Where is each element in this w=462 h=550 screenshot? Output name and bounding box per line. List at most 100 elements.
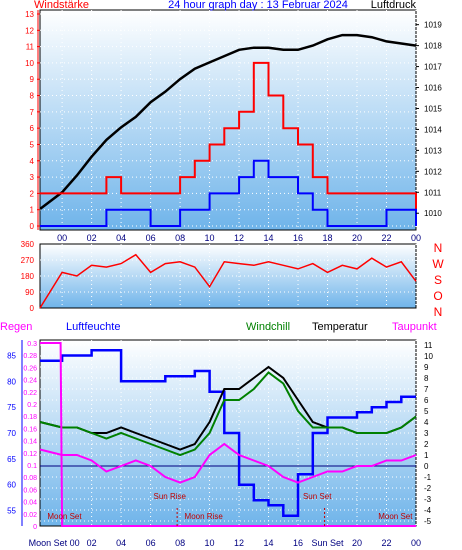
event-annotation-0: Moon Set <box>47 512 82 521</box>
temp-tick-3: -2 <box>424 484 432 493</box>
direction-series-0 <box>39 253 417 309</box>
pressure-right-tick-6: 1016 <box>424 84 442 93</box>
event-annotation-2: Moon Rise <box>185 512 224 521</box>
direction-right-tick-0: N <box>434 241 443 255</box>
wind-series-1 <box>40 61 417 210</box>
direction-left-tick-2: 180 <box>21 272 35 281</box>
rain-tick-9: 0.18 <box>23 414 37 421</box>
direction-right-tick-3: O <box>433 289 442 303</box>
rain-tick-4: 0.08 <box>23 475 37 482</box>
climate-x-tick-3: 06 <box>146 538 156 548</box>
rain-tick-8: 0.16 <box>23 426 37 433</box>
climate-x-tick-11: 22 <box>382 538 392 548</box>
event-annotation-3: Sun Set <box>303 492 332 501</box>
humidity-tick-2: 65 <box>7 455 16 464</box>
temp-tick-12: 7 <box>424 385 429 394</box>
wind-left-tick-11: 11 <box>26 43 35 52</box>
wind-left-tick-9: 9 <box>30 75 35 84</box>
legend-entry-2: Windchill <box>246 321 290 333</box>
wind-left-tick-8: 8 <box>30 92 35 101</box>
legend-entry-1: Luftfeuchte <box>66 321 120 333</box>
climate-x-tick-2: 04 <box>116 538 126 548</box>
wind-x-tick-6: 12 <box>234 233 244 243</box>
rain-tick-2: 0.04 <box>23 500 37 507</box>
rain-tick-11: 0.22 <box>23 390 37 397</box>
wind-left-tick-0: 0 <box>30 222 35 231</box>
chart-title: 24 hour graph day : 13 Februar 2024 <box>168 0 348 11</box>
climate-x-tick-5: 10 <box>205 538 215 548</box>
pressure-right-tick-0: 1010 <box>424 209 442 218</box>
wind-left-tick-4: 4 <box>30 157 35 166</box>
humidity-tick-5: 80 <box>7 377 16 386</box>
wind-x-tick-10: 20 <box>352 233 362 243</box>
temp-tick-1: -4 <box>424 506 432 515</box>
climate-x-tick-4: 08 <box>175 538 185 548</box>
wind-x-tick-0: 00 <box>57 233 67 243</box>
pressure-right-tick-4: 1014 <box>424 125 442 134</box>
rain-tick-14: 0.28 <box>23 353 37 360</box>
legend-entry-3: Temperatur <box>312 321 368 333</box>
wind-x-tick-11: 22 <box>382 233 392 243</box>
rain-tick-10: 0.2 <box>27 402 37 409</box>
temp-tick-14: 9 <box>424 363 429 372</box>
direction-left-tick-3: 90 <box>25 288 34 297</box>
climate-series-3 <box>39 442 417 484</box>
temp-tick-10: 5 <box>424 407 429 416</box>
wind-x-tick-1: 02 <box>87 233 97 243</box>
temp-tick-13: 8 <box>424 374 429 383</box>
wind-series-2 <box>40 159 417 227</box>
temp-tick-7: 2 <box>424 440 429 449</box>
humidity-tick-0: 55 <box>7 507 16 516</box>
climate-x-tick-1: 02 <box>87 538 97 548</box>
wind-x-tick-2: 04 <box>116 233 126 243</box>
direction-right-tick-1: W <box>432 257 444 271</box>
climate-x-tick-9: Sun Set <box>312 538 345 548</box>
climate-x-tick-8: 16 <box>293 538 303 548</box>
pressure-series-line <box>39 33 417 210</box>
temp-tick-15: 10 <box>424 352 433 361</box>
wind-x-tick-9: 18 <box>323 233 333 243</box>
climate-series-4 <box>40 342 416 527</box>
direction-left-tick-0: 360 <box>21 240 35 249</box>
right-axis-title: Luftdruck <box>371 0 417 11</box>
pressure-right-tick-9: 1019 <box>424 21 442 30</box>
climate-x-tick-0: Moon Set 00 <box>29 538 80 548</box>
pressure-right-tick-7: 1017 <box>424 63 442 72</box>
pressure-right-tick-3: 1013 <box>424 146 442 155</box>
pressure-right-tick-2: 1012 <box>424 167 442 176</box>
temp-tick-6: 1 <box>424 451 429 460</box>
direction-right-tick-2: S <box>434 273 442 287</box>
rain-tick-1: 0.02 <box>23 512 37 519</box>
temp-tick-2: -3 <box>424 495 432 504</box>
direction-right-tick-4: N <box>434 305 443 319</box>
wind-left-tick-13: 13 <box>25 10 34 19</box>
climate-x-tick-7: 14 <box>264 538 274 548</box>
direction-left-tick-4: 0 <box>30 304 35 313</box>
rain-tick-12: 0.24 <box>23 378 37 385</box>
pressure-right-tick-1: 1011 <box>424 188 442 197</box>
wind-left-tick-12: 12 <box>25 26 34 35</box>
wind-left-tick-2: 2 <box>30 189 35 198</box>
wind-pressure-panel-background <box>39 9 417 231</box>
wind-x-tick-5: 10 <box>205 233 215 243</box>
rain-tick-15: 0.3 <box>27 341 37 348</box>
direction-left-tick-1: 270 <box>21 256 35 265</box>
climate-series-2 <box>39 371 417 457</box>
wind-left-tick-6: 6 <box>30 124 35 133</box>
pressure-right-tick-8: 1018 <box>424 42 442 51</box>
rain-tick-3: 0.06 <box>23 487 37 494</box>
climate-x-tick-10: 20 <box>352 538 362 548</box>
rain-tick-0: 0 <box>33 524 37 531</box>
wind-x-tick-7: 14 <box>264 233 274 243</box>
legend-entry-0: Regen <box>0 321 32 333</box>
humidity-tick-3: 70 <box>7 429 16 438</box>
climate-x-tick-12: 00 <box>411 538 421 548</box>
temp-tick-8: 3 <box>424 429 429 438</box>
rain-tick-7: 0.14 <box>23 439 37 446</box>
climate-x-tick-6: 12 <box>234 538 244 548</box>
wind-left-tick-10: 10 <box>25 59 34 68</box>
humidity-tick-6: 85 <box>7 352 16 361</box>
humidity-tick-1: 60 <box>7 481 16 490</box>
rain-tick-13: 0.26 <box>23 365 37 372</box>
